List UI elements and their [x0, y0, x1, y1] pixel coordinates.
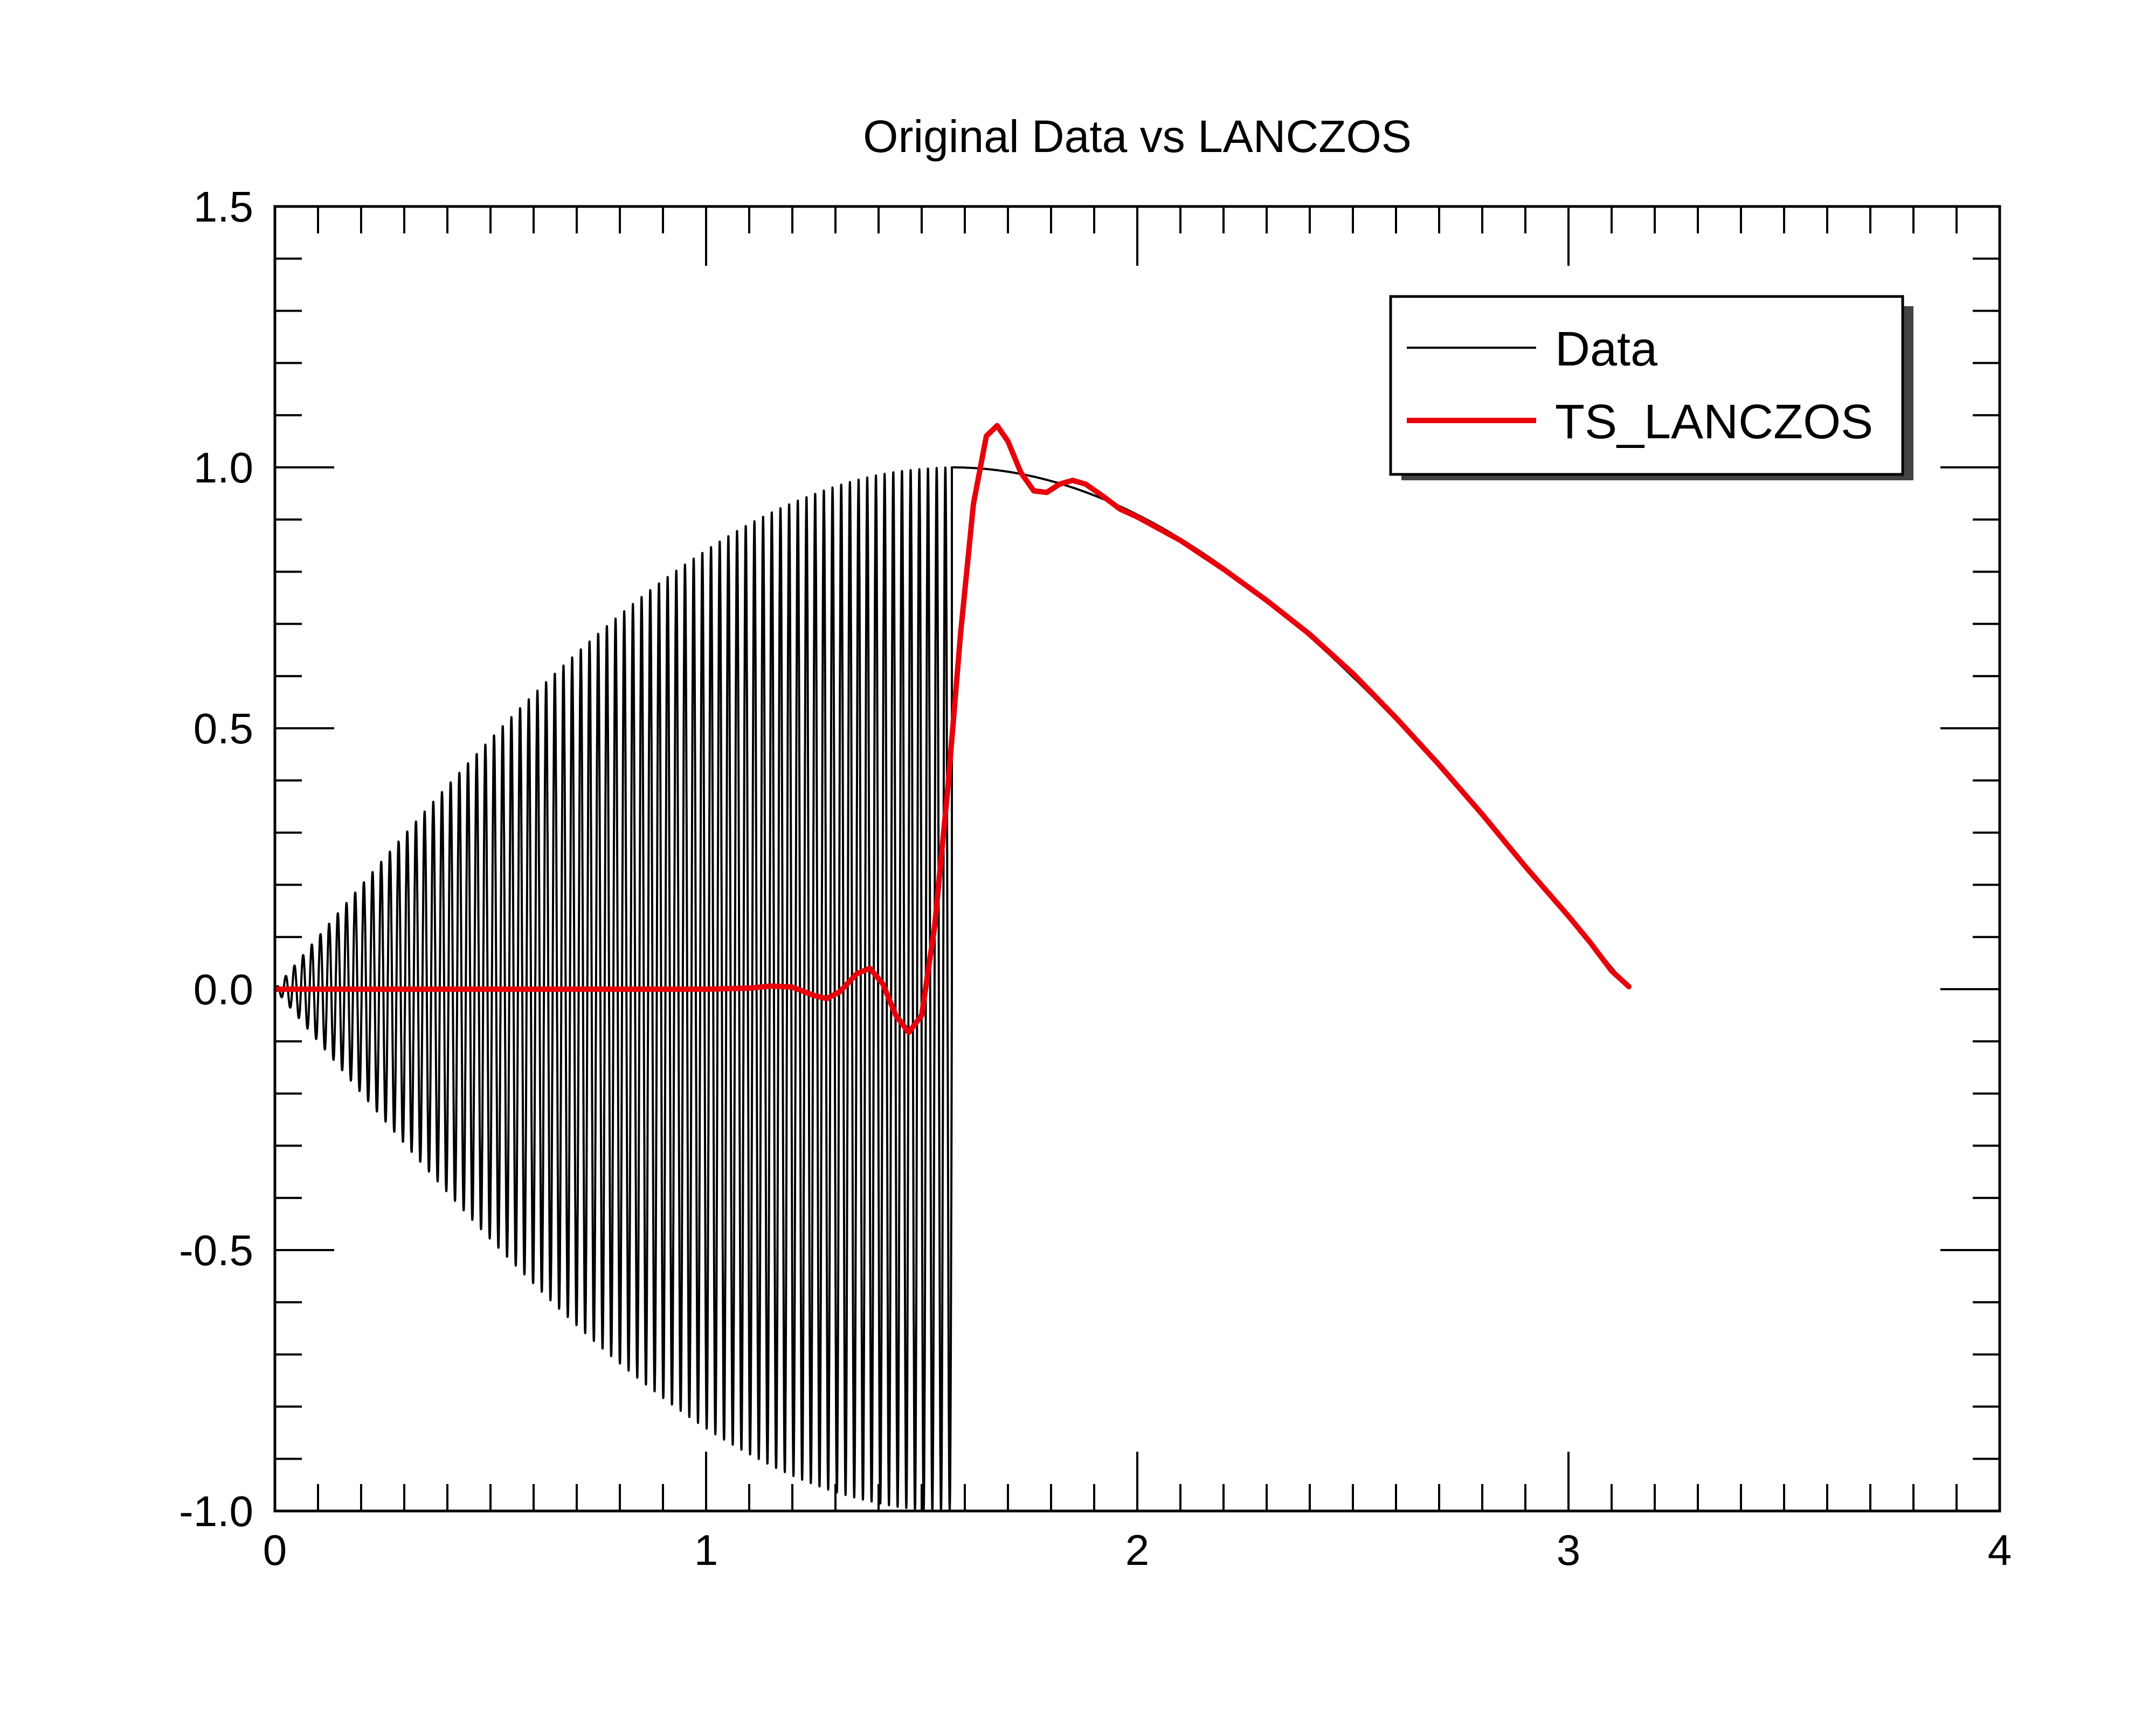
- legend-label-data: Data: [1555, 322, 1658, 376]
- x-tick-label: 1: [694, 1526, 718, 1574]
- x-tick-label: 3: [1557, 1526, 1581, 1574]
- y-tick-label: -0.5: [179, 1226, 253, 1274]
- y-tick-label: 1.5: [194, 183, 253, 231]
- x-tick-label: 4: [1988, 1526, 2012, 1574]
- chart-title: Original Data vs LANCZOS: [863, 111, 1412, 162]
- plot-frame: [273, 205, 2001, 1513]
- y-tick-label: 0.5: [194, 705, 253, 753]
- series-ts-lanczos-line: [275, 423, 1632, 1036]
- y-tick-label: -1.0: [179, 1487, 253, 1535]
- y-tick-label: 0.0: [194, 965, 253, 1013]
- legend-label-ts-lanczos: TS_LANCZOS: [1555, 395, 1873, 449]
- tick-labels: 0 1 2 3 4 -1.0 -0.5 0.0 0.5 1.0 1.5: [179, 183, 2012, 1574]
- series-data-line: [275, 466, 1630, 1511]
- legend: Data TS_LANCZOS: [1389, 295, 1913, 480]
- y-tick-label: 1.0: [194, 444, 253, 492]
- legend-box: [1389, 295, 1904, 476]
- x-tick-label: 0: [263, 1526, 287, 1574]
- x-tick-label: 2: [1125, 1526, 1150, 1574]
